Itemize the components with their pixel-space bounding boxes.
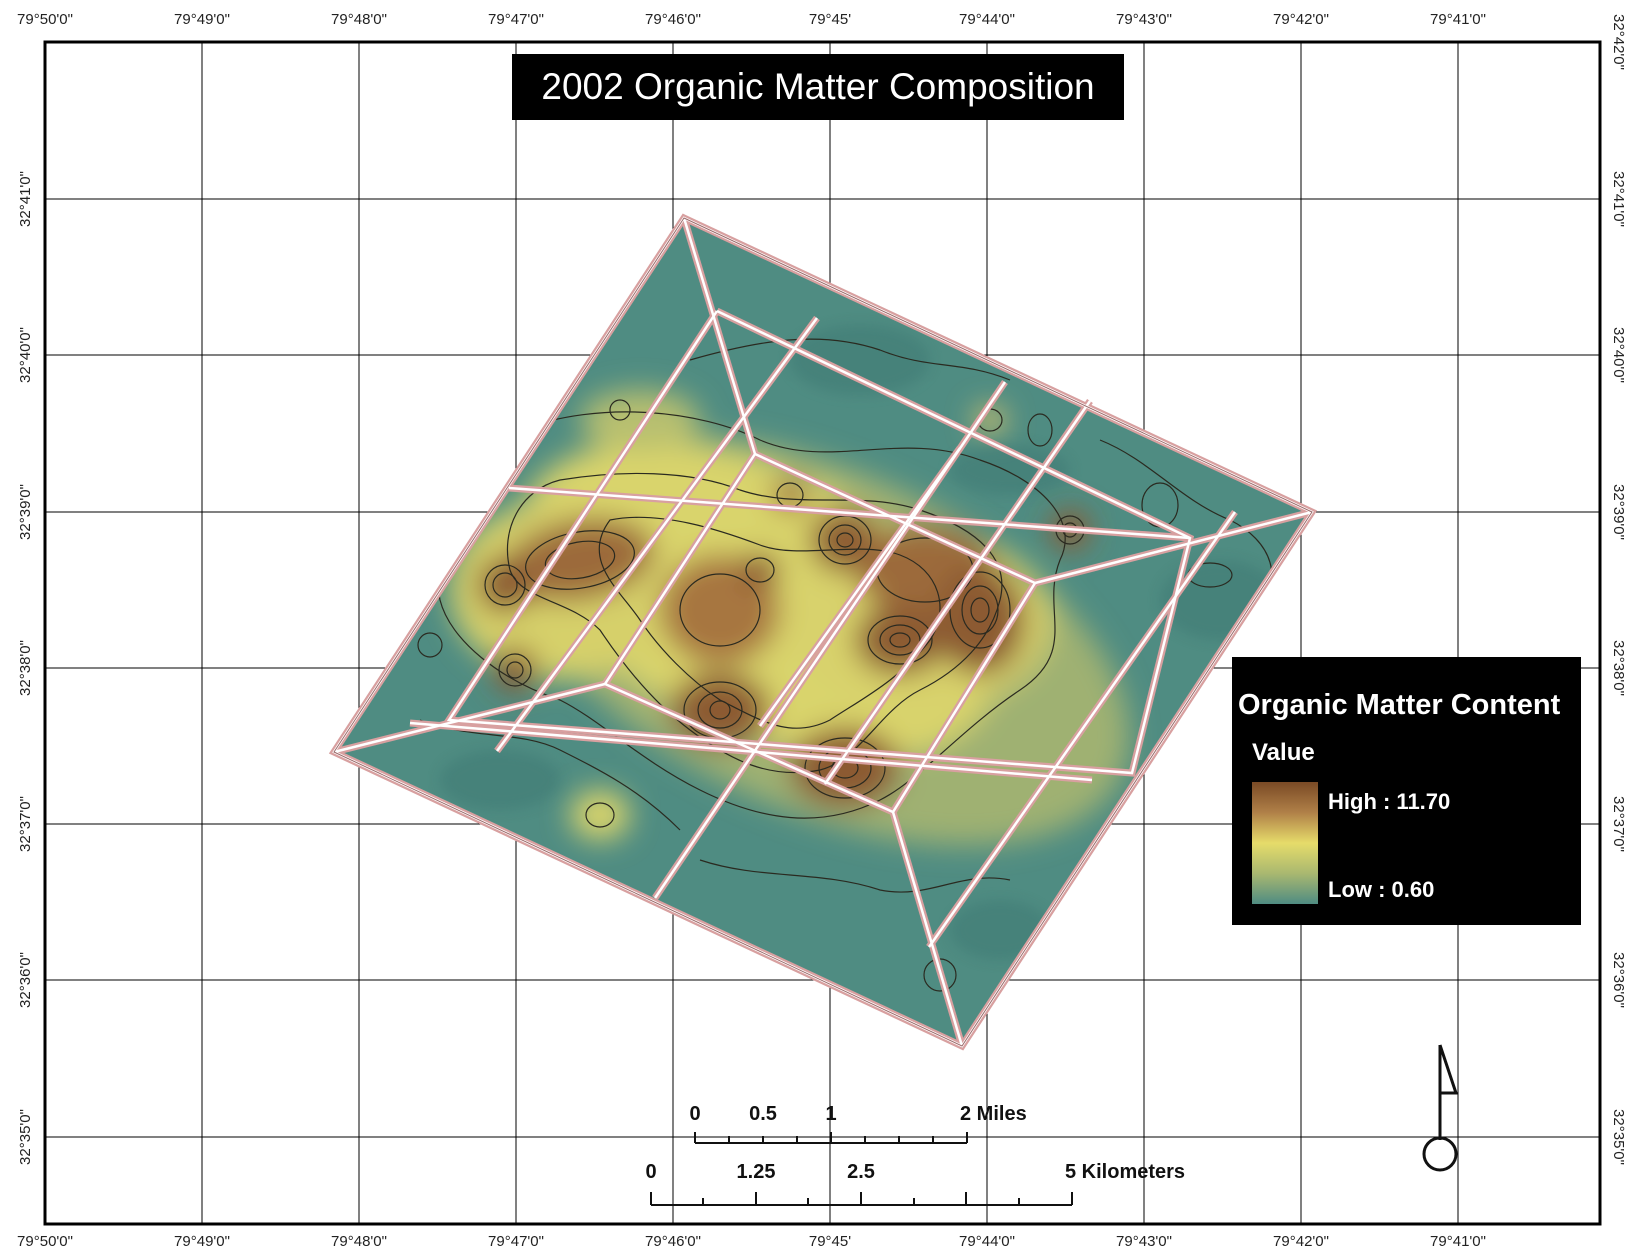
map-title: 2002 Organic Matter Composition bbox=[512, 54, 1124, 120]
latitude-label: 32°42'0" bbox=[1610, 14, 1627, 70]
longitude-label: 79°44'0" bbox=[959, 11, 1015, 28]
latitude-label: 32°41'0" bbox=[1610, 171, 1627, 227]
longitude-label: 79°48'0" bbox=[331, 1233, 387, 1250]
latitude-labels-left: 32°41'0" 32°40'0" 32°39'0" 32°38'0" 32°3… bbox=[17, 171, 34, 1165]
longitude-label: 79°45' bbox=[809, 11, 851, 28]
longitude-label: 79°43'0" bbox=[1116, 11, 1172, 28]
scale-label-miles: 0.5 bbox=[749, 1103, 777, 1125]
longitude-label: 79°46'0" bbox=[645, 1233, 701, 1250]
scale-bar: 0 0.5 1 2 Miles 0 1.25 2.5 5 Kilometers bbox=[645, 1103, 1185, 1206]
latitude-label: 32°39'0" bbox=[1610, 484, 1627, 540]
latitude-labels-right: 32°42'0" 32°41'0" 32°40'0" 32°39'0" 32°3… bbox=[1610, 14, 1627, 1165]
survey-transects bbox=[328, 213, 1318, 1051]
longitude-label: 79°43'0" bbox=[1116, 1233, 1172, 1250]
longitude-label: 79°42'0" bbox=[1273, 11, 1329, 28]
latitude-label: 32°38'0" bbox=[17, 640, 34, 696]
latitude-label: 32°35'0" bbox=[17, 1109, 34, 1165]
scale-bar-kilometers bbox=[650, 1192, 1073, 1206]
latitude-label: 32°38'0" bbox=[1610, 640, 1627, 696]
legend-high-label: High : 11.70 bbox=[1328, 789, 1451, 814]
longitude-label: 79°47'0" bbox=[488, 11, 544, 28]
latitude-label: 32°36'0" bbox=[17, 952, 34, 1008]
latitude-label: 32°41'0" bbox=[17, 171, 34, 227]
longitude-label: 79°49'0" bbox=[174, 1233, 230, 1250]
legend-title: Organic Matter Content bbox=[1238, 689, 1561, 721]
legend-color-ramp bbox=[1252, 782, 1318, 904]
scale-label-km: 0 bbox=[645, 1161, 656, 1183]
longitude-labels-bottom: 79°50'0" 79°49'0" 79°48'0" 79°47'0" 79°4… bbox=[17, 1233, 1486, 1250]
latitude-label: 32°35'0" bbox=[1610, 1109, 1627, 1165]
contour-lines bbox=[417, 338, 1273, 992]
longitude-label: 79°42'0" bbox=[1273, 1233, 1329, 1250]
longitude-label: 79°41'0" bbox=[1430, 11, 1486, 28]
legend-low-label: Low : 0.60 bbox=[1328, 877, 1435, 902]
latitude-label: 32°40'0" bbox=[17, 327, 34, 383]
scale-bar-miles bbox=[694, 1132, 968, 1144]
longitude-label: 79°49'0" bbox=[174, 11, 230, 28]
latitude-label: 32°36'0" bbox=[1610, 952, 1627, 1008]
scale-label-km: 5 Kilometers bbox=[1065, 1161, 1185, 1183]
longitude-label: 79°46'0" bbox=[645, 11, 701, 28]
north-arrow-icon bbox=[1422, 1044, 1459, 1172]
longitude-label: 79°41'0" bbox=[1430, 1233, 1486, 1250]
longitude-label: 79°44'0" bbox=[959, 1233, 1015, 1250]
scale-label-miles: 2 Miles bbox=[960, 1103, 1027, 1125]
scale-label-km: 2.5 bbox=[847, 1161, 875, 1183]
longitude-label: 79°48'0" bbox=[331, 11, 387, 28]
latitude-label: 32°40'0" bbox=[1610, 327, 1627, 383]
scale-label-miles: 0 bbox=[689, 1103, 700, 1125]
longitude-labels-top: 79°50'0" 79°49'0" 79°48'0" 79°47'0" 79°4… bbox=[17, 11, 1486, 28]
legend: Organic Matter Content Value High : 11.7… bbox=[1232, 657, 1581, 925]
latitude-label: 32°37'0" bbox=[1610, 796, 1627, 852]
longitude-label: 79°50'0" bbox=[17, 1233, 73, 1250]
scale-label-km: 1.25 bbox=[737, 1161, 776, 1183]
longitude-label: 79°50'0" bbox=[17, 11, 73, 28]
legend-subtitle: Value bbox=[1252, 739, 1315, 766]
longitude-label: 79°45' bbox=[809, 1233, 851, 1250]
scale-label-miles: 1 bbox=[825, 1103, 836, 1125]
longitude-label: 79°47'0" bbox=[488, 1233, 544, 1250]
latitude-label: 32°39'0" bbox=[17, 484, 34, 540]
latitude-label: 32°37'0" bbox=[17, 796, 34, 852]
